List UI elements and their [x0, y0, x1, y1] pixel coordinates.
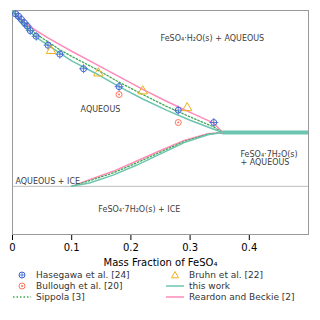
html-text:Hasegawa et al. [24]: Hasegawa et al. [24]: [36, 270, 130, 280]
svg-text:0.1: 0.1: [64, 242, 80, 253]
html-text:Sippola [3]: Sippola [3]: [36, 292, 85, 302]
svg-text:AQUEOUS: AQUEOUS: [81, 105, 121, 114]
svg-text:FeSO₄·H₂O(s) + AQUEOUS: FeSO₄·H₂O(s) + AQUEOUS: [161, 34, 265, 43]
svg-text:0.3: 0.3: [182, 242, 198, 253]
html-text:this work: this work: [189, 281, 231, 291]
svg-text:0.2: 0.2: [123, 242, 139, 253]
svg-text:FeSO₄·7H₂O(s)+ AQUEOUS: FeSO₄·7H₂O(s)+ AQUEOUS: [240, 150, 297, 167]
html-text:Bruhn et al. [22]: Bruhn et al. [22]: [189, 270, 263, 280]
svg-text:0: 0: [9, 242, 15, 253]
svg-text:Mass Fraction of FeSO₄: Mass Fraction of FeSO₄: [104, 257, 218, 268]
svg-text:FeSO₄·7H₂O(s) + ICE: FeSO₄·7H₂O(s) + ICE: [98, 205, 180, 214]
svg-text:AQUEOUS + ICE: AQUEOUS + ICE: [15, 177, 80, 186]
html-text:Reardon and Beckie [2]: Reardon and Beckie [2]: [189, 292, 295, 302]
html-text:Bullough et al. [20]: Bullough et al. [20]: [36, 281, 123, 291]
svg-text:0.4: 0.4: [241, 242, 257, 253]
